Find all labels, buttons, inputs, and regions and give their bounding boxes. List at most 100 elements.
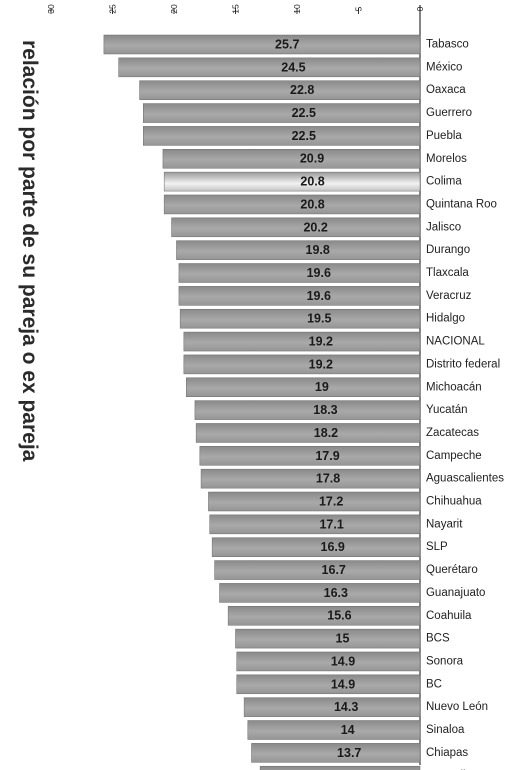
category-label-slp: SLP	[426, 541, 448, 553]
tick-label: 10	[292, 4, 302, 14]
bar-nayarit	[209, 514, 421, 535]
bar-queretaro	[214, 560, 421, 580]
category-label-nuevo-leon: Nuevo León	[426, 701, 488, 713]
category-label-bc: BC	[426, 678, 442, 690]
tick-label: 5	[354, 6, 364, 11]
value-label-sinaloa: 14	[341, 723, 355, 737]
bar-quintana-roo	[163, 194, 421, 215]
category-label-puebla: Puebla	[426, 130, 462, 142]
category-label-zacatecas: Zacatecas	[426, 427, 479, 439]
value-label-slp: 16.9	[321, 540, 345, 554]
bar-slp	[211, 537, 421, 557]
category-label-jalisco: Jalisco	[426, 221, 461, 233]
category-label-tabasco: Tabasco	[426, 39, 469, 51]
bar-guanajuato	[219, 583, 421, 603]
bar-oaxaca	[139, 80, 421, 100]
bar-sinaloa	[247, 720, 421, 740]
value-label-oaxaca: 22.8	[290, 83, 314, 97]
category-label-coahuila: Coahuila	[426, 610, 472, 622]
value-label-nuevo-leon: 14.3	[334, 700, 358, 714]
value-label-veracruz: 19.6	[307, 289, 331, 303]
category-label-yucatan: Yucatán	[426, 404, 468, 416]
category-label-morelos: Morelos	[426, 153, 467, 165]
value-label-nacional: 19.2	[309, 335, 333, 349]
value-label-tabasco: 25.7	[275, 38, 299, 52]
category-label-nayarit: Nayarit	[426, 518, 463, 530]
category-label-tlaxcala: Tlaxcala	[426, 267, 469, 279]
category-label-quintana-roo: Quintana Roo	[426, 198, 497, 210]
bars-group: 25.7 24.5 22.8 22.5 22.5 20.9 20.8 20.8 20.2 19.8…	[103, 34, 421, 770]
category-label-chiapas: Chiapas	[426, 747, 468, 759]
category-label-mexico: México	[426, 61, 462, 73]
bar-morelos	[162, 149, 421, 169]
bar-durango	[176, 240, 421, 260]
category-label-aguascalientes: Aguascalientes	[426, 473, 504, 485]
bar-puebla	[143, 126, 421, 146]
category-label-guerrero: Guerrero	[426, 107, 472, 119]
tick-label: 25	[108, 4, 118, 14]
value-label-michoacan: 19	[315, 380, 329, 394]
tick-label: 0	[415, 6, 425, 11]
value-label-quintana-roo: 20.8	[300, 197, 324, 211]
value-label-zacatecas: 18.2	[314, 426, 338, 440]
bar-michoacan	[186, 377, 421, 397]
bar-chiapas	[251, 743, 421, 763]
value-label-campeche: 17.9	[315, 449, 339, 463]
category-label-veracruz: Veracruz	[426, 290, 472, 302]
category-label-campeche: Campeche	[426, 450, 482, 462]
bar-nacional	[183, 331, 421, 352]
bar-distrito-federal	[183, 354, 421, 375]
bar-zacatecas	[195, 423, 421, 443]
bar-tlaxcala	[178, 263, 421, 283]
value-label-puebla: 22.5	[292, 129, 316, 143]
category-label-chihuahua: Chihuahua	[426, 496, 482, 508]
value-label-distrito-federal: 19.2	[309, 357, 333, 371]
bar-jalisco	[171, 217, 421, 238]
bar-aguascalientes	[200, 468, 421, 489]
value-label-chihuahua: 17.2	[319, 495, 343, 509]
category-label-sinaloa: Sinaloa	[426, 724, 465, 736]
category-label-guanajuato: Guanajuato	[426, 587, 485, 599]
value-label-yucatan: 18.3	[313, 403, 337, 417]
category-label-oaxaca: Oaxaca	[426, 84, 466, 96]
bar-yucatan	[194, 400, 421, 420]
value-label-jalisco: 20.2	[303, 220, 327, 234]
value-label-bcs: 15	[336, 632, 350, 646]
bar-tamaulipas	[259, 765, 421, 770]
value-label-tamaulipas: 13	[346, 769, 360, 770]
bar-bc	[236, 674, 421, 695]
category-label-sonora: Sonora	[426, 655, 464, 667]
category-label-michoacan: Michoacán	[426, 381, 482, 393]
value-label-sonora: 14.9	[331, 654, 355, 668]
value-label-coahuila: 15.6	[327, 609, 351, 623]
value-label-tlaxcala: 19.6	[307, 266, 331, 280]
value-label-chiapas: 13.7	[337, 746, 361, 760]
value-label-nayarit: 17.1	[319, 517, 343, 531]
bar-campeche	[199, 446, 421, 466]
category-label-distrito-federal: Distrito federal	[426, 358, 500, 370]
bar-coahuila	[227, 606, 421, 626]
bar-guerrero	[143, 103, 421, 123]
bar-nuevo-leon	[243, 697, 421, 717]
value-label-colima: 20.8	[300, 175, 324, 189]
bar-bcs	[235, 628, 421, 649]
chart-title-group: relación por parte de su pareja o ex par…	[18, 40, 41, 462]
bar-tabasco	[103, 34, 421, 55]
value-label-queretaro: 16.7	[322, 563, 346, 577]
chart-title: relación por parte de su pareja o ex par…	[18, 40, 41, 462]
value-label-bc: 14.9	[331, 677, 355, 691]
bar-mexico	[118, 57, 421, 78]
bar-hidalgo	[179, 308, 421, 329]
category-label-bcs: BCS	[426, 633, 450, 645]
category-label-durango: Durango	[426, 244, 470, 256]
value-label-aguascalientes: 17.8	[316, 472, 340, 486]
value-label-guerrero: 22.5	[292, 106, 316, 120]
category-label-queretaro: Querétaro	[426, 564, 478, 576]
category-label-colima: Colima	[426, 176, 462, 188]
category-label-hidalgo: Hidalgo	[426, 313, 465, 325]
category-labels: Tabasco México Oaxaca Guerrero Puebla Morelos…	[426, 39, 504, 770]
value-label-durango: 19.8	[306, 243, 330, 257]
